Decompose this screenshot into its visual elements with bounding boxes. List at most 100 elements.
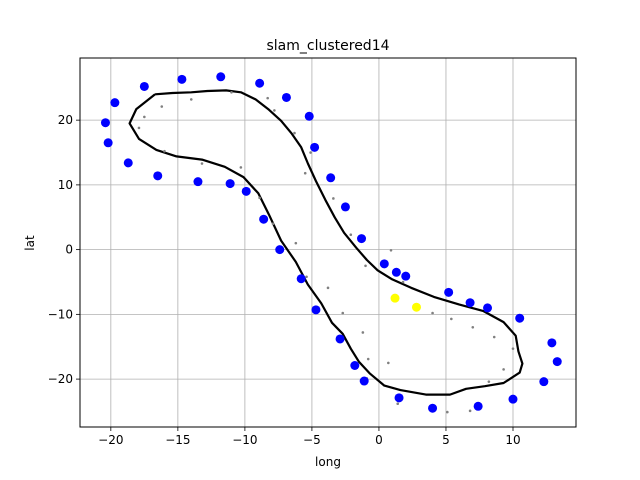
landmarks-layer	[100, 72, 562, 413]
estimate-points-layer	[137, 91, 515, 414]
highlighted-points-layer	[390, 293, 421, 312]
landmark-point	[255, 78, 265, 88]
landmark-point	[428, 403, 438, 413]
estimate-point	[492, 335, 496, 339]
estimate-point	[163, 149, 166, 153]
landmark-point	[304, 111, 314, 121]
estimate-point	[160, 105, 164, 108]
landmark-point	[259, 214, 269, 224]
estimate-point	[293, 131, 296, 135]
landmark-point	[539, 377, 549, 387]
estimate-point	[401, 280, 405, 284]
estimate-point	[364, 264, 367, 268]
estimate-point	[271, 222, 275, 226]
landmark-point	[515, 313, 525, 323]
estimate-point	[389, 248, 393, 252]
landmark-point	[100, 118, 110, 128]
landmark-point	[193, 177, 203, 187]
landmark-point	[444, 287, 454, 297]
landmark-point	[401, 271, 411, 281]
axis-ticks: −20 −15 −10 −5 0 5 10 −20 −10 0 10 20	[48, 113, 521, 447]
x-axis-label: long	[315, 455, 341, 469]
estimate-point	[431, 311, 434, 315]
estimate-point	[273, 109, 276, 112]
estimate-point	[189, 98, 193, 101]
grid-layer	[80, 58, 576, 427]
estimate-point	[326, 286, 330, 290]
estimate-point	[502, 368, 505, 371]
landmark-point	[326, 173, 336, 183]
estimate-point	[200, 162, 204, 165]
estimate-point	[294, 241, 298, 245]
y-axis-label: lat	[23, 235, 37, 251]
plot-frame	[79, 57, 577, 428]
landmark-point	[547, 338, 557, 348]
x-tick-label: 0	[375, 433, 383, 447]
landmark-point	[350, 361, 360, 370]
highlighted-point	[390, 293, 400, 303]
estimate-point	[361, 331, 365, 334]
x-tick-label: −10	[232, 433, 257, 447]
estimate-point	[143, 115, 146, 119]
estimate-point	[450, 317, 453, 321]
estimate-point	[446, 410, 449, 414]
highlighted-point	[411, 302, 421, 312]
y-tick-label: 10	[58, 178, 73, 192]
chart-title: slam_clustered14	[266, 38, 389, 54]
estimate-point	[366, 357, 370, 361]
landmark-point	[508, 394, 518, 404]
landmark-point	[296, 274, 306, 284]
landmark-point	[241, 186, 251, 196]
estimate-point	[137, 126, 141, 130]
landmark-point	[110, 98, 120, 108]
estimate-point	[332, 197, 335, 200]
landmark-point	[311, 305, 321, 315]
y-tick-label: −10	[48, 307, 73, 321]
estimate-point	[305, 275, 308, 279]
landmark-point	[139, 81, 149, 91]
landmark-point	[483, 303, 493, 313]
landmark-point	[552, 357, 562, 367]
landmark-point	[275, 245, 285, 255]
estimate-point	[239, 166, 243, 169]
landmark-point	[335, 334, 345, 344]
estimate-point	[349, 233, 353, 237]
landmark-point	[153, 171, 163, 181]
landmark-point	[123, 158, 133, 168]
estimate-point	[511, 347, 515, 350]
landmark-point	[225, 179, 235, 189]
y-tick-label: 20	[58, 113, 73, 127]
plot-area	[80, 58, 576, 427]
landmark-point	[394, 393, 404, 403]
estimate-point	[230, 91, 233, 94]
landmark-point	[177, 74, 187, 84]
estimate-point	[487, 380, 491, 383]
landmark-point	[310, 142, 320, 152]
landmark-point	[379, 259, 389, 269]
estimate-point	[258, 196, 261, 200]
y-tick-label: 0	[65, 243, 73, 257]
estimate-point	[468, 409, 472, 413]
landmark-point	[359, 376, 369, 386]
landmark-point	[216, 72, 226, 82]
x-tick-label: −5	[303, 433, 321, 447]
estimate-point	[309, 151, 312, 154]
y-tick-label: −20	[48, 372, 73, 386]
x-tick-label: 10	[505, 433, 520, 447]
landmark-point	[473, 401, 483, 411]
estimate-point	[396, 402, 400, 405]
landmark-point	[281, 92, 291, 102]
x-tick-label: −20	[98, 433, 123, 447]
landmark-point	[465, 298, 475, 308]
landmark-point	[391, 267, 401, 277]
estimate-point	[387, 361, 390, 365]
landmark-point	[357, 234, 367, 244]
estimate-point	[303, 171, 307, 175]
estimate-point	[341, 311, 345, 315]
estimate-point	[471, 326, 475, 329]
estimate-point	[266, 96, 269, 100]
landmark-point	[103, 138, 113, 148]
x-tick-label: 5	[442, 433, 450, 447]
landmark-point	[340, 202, 350, 212]
